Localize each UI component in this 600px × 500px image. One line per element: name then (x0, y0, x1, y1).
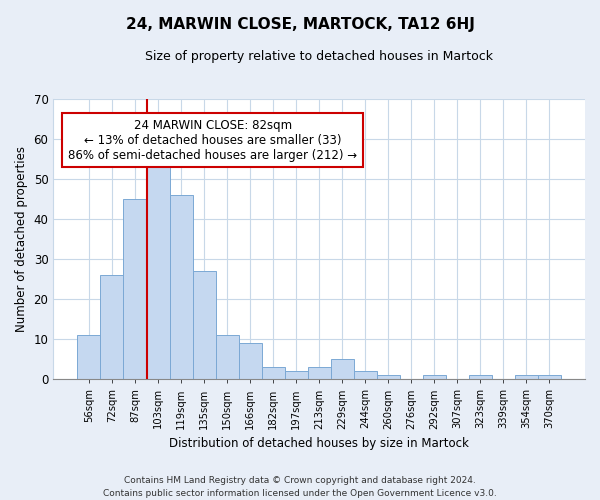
Y-axis label: Number of detached properties: Number of detached properties (15, 146, 28, 332)
X-axis label: Distribution of detached houses by size in Martock: Distribution of detached houses by size … (169, 437, 469, 450)
Bar (215, 335, 239, 380)
Bar (193, 271, 215, 380)
Text: 24, MARWIN CLOSE, MARTOCK, TA12 6HJ: 24, MARWIN CLOSE, MARTOCK, TA12 6HJ (125, 18, 475, 32)
Bar (538, 376, 561, 380)
Bar (469, 376, 492, 380)
Text: 24 MARWIN CLOSE: 82sqm
← 13% of detached houses are smaller (33)
86% of semi-det: 24 MARWIN CLOSE: 82sqm ← 13% of detached… (68, 118, 358, 162)
Bar (308, 367, 331, 380)
Bar (239, 343, 262, 380)
Bar (170, 195, 193, 380)
Bar (100, 275, 124, 380)
Bar (146, 151, 170, 380)
Title: Size of property relative to detached houses in Martock: Size of property relative to detached ho… (145, 50, 493, 63)
Bar (423, 376, 446, 380)
Bar (353, 372, 377, 380)
Bar (377, 376, 400, 380)
Text: Contains HM Land Registry data © Crown copyright and database right 2024.
Contai: Contains HM Land Registry data © Crown c… (103, 476, 497, 498)
Bar (262, 367, 284, 380)
Bar (515, 376, 538, 380)
Bar (284, 372, 308, 380)
Bar (331, 359, 353, 380)
Bar (77, 335, 100, 380)
Bar (124, 199, 146, 380)
